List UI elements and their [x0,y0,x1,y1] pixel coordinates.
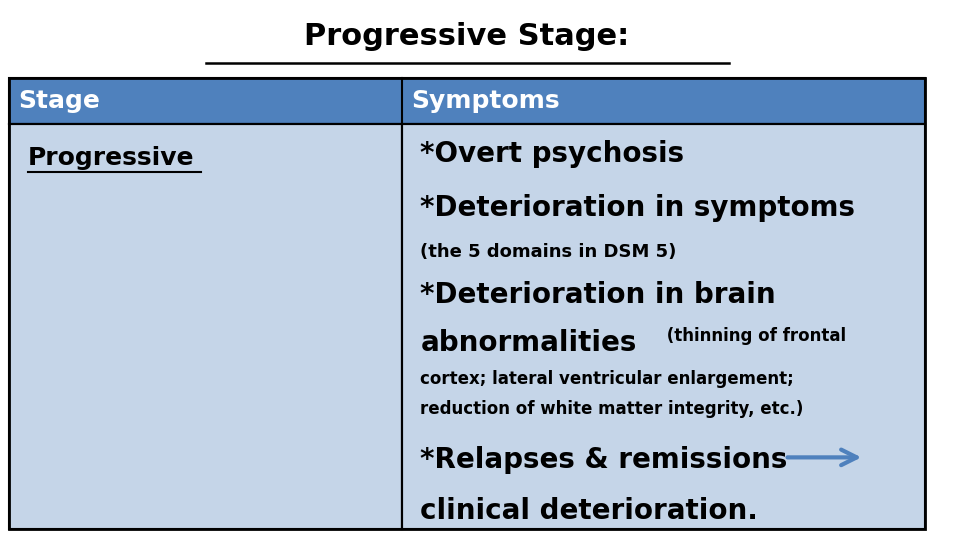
Text: Symptoms: Symptoms [411,89,560,113]
Bar [10,78,924,124]
Bar [10,78,924,529]
Text: Progressive Stage:: Progressive Stage: [304,22,630,51]
Text: cortex; lateral ventricular enlargement;: cortex; lateral ventricular enlargement; [420,370,794,388]
Text: abnormalities: abnormalities [420,329,636,357]
Text: reduction of white matter integrity, etc.): reduction of white matter integrity, etc… [420,400,804,417]
Text: *Relapses & remissions: *Relapses & remissions [420,446,788,474]
Text: Progressive: Progressive [28,146,195,170]
Text: clinical deterioration.: clinical deterioration. [420,497,758,525]
Text: (the 5 domains in DSM 5): (the 5 domains in DSM 5) [420,243,677,261]
Bar [10,124,401,529]
Text: *Deterioration in symptoms: *Deterioration in symptoms [420,194,855,222]
Text: *Overt psychosis: *Overt psychosis [420,140,684,168]
Bar [401,124,924,529]
Text: (thinning of frontal: (thinning of frontal [661,327,847,345]
Text: Stage: Stage [18,89,101,113]
Text: *Deterioration in brain: *Deterioration in brain [420,281,776,309]
